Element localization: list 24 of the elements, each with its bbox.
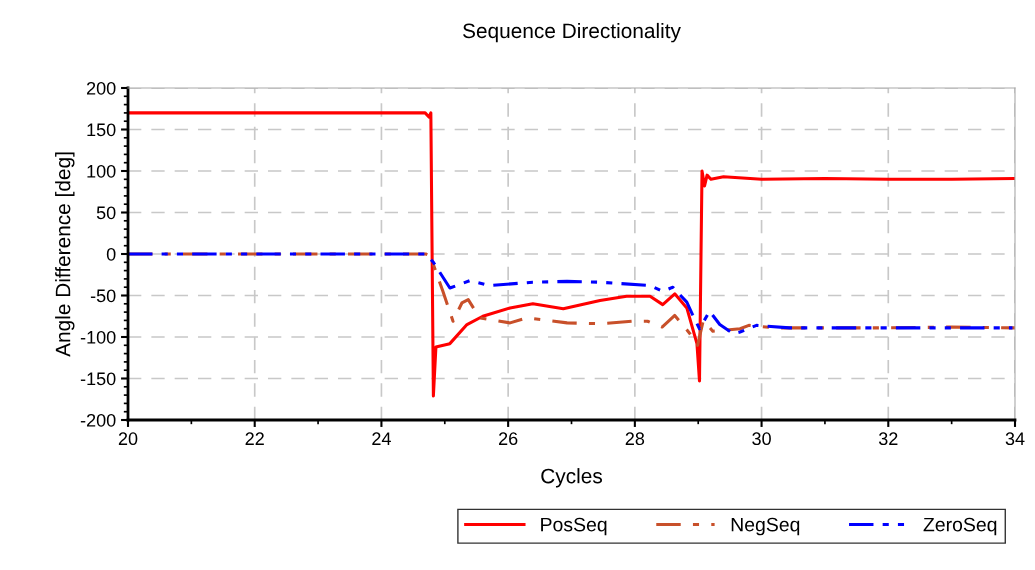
x-tick-label: 30 xyxy=(752,432,771,446)
x-tick-label: 34 xyxy=(1005,432,1025,446)
x-tick-label: 22 xyxy=(245,432,264,445)
legend-label: ZeroSeq xyxy=(923,517,997,536)
y-tick-label: 50 xyxy=(96,206,116,220)
x-axis-title: Cycles xyxy=(541,468,602,488)
legend-label: NegSeq xyxy=(731,517,800,536)
y-tick-label: 100 xyxy=(87,164,116,178)
y-tick-label: -100 xyxy=(80,330,116,344)
y-tick-label: -200 xyxy=(80,413,116,427)
x-tick-label: 24 xyxy=(372,432,391,445)
chart-title: Sequence Directionality xyxy=(463,22,681,43)
x-tick-label: 32 xyxy=(878,432,898,446)
legend-label: PosSeq xyxy=(541,517,607,536)
y-tick-label: 200 xyxy=(86,81,116,95)
line-series xyxy=(128,111,1015,398)
y-tick-label: 150 xyxy=(87,123,116,137)
y-tick-label: -150 xyxy=(80,372,116,386)
x-tick-label: 26 xyxy=(499,432,518,446)
y-tick-label: -50 xyxy=(90,289,116,303)
x-tick-label: 28 xyxy=(625,432,645,446)
x-tick-label: 20 xyxy=(118,432,138,446)
y-axis-title: Angle Difference [deg] xyxy=(55,152,75,357)
y-tick-label: 0 xyxy=(106,247,116,261)
